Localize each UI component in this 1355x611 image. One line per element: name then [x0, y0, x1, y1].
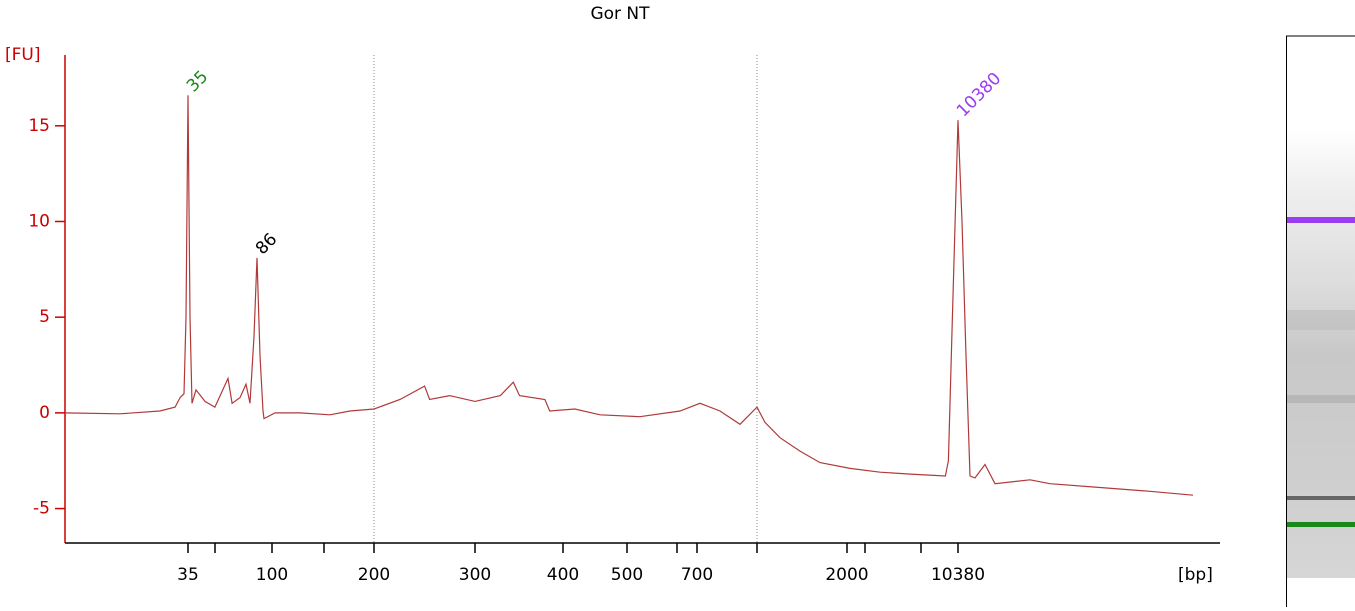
gel-lane [1287, 130, 1355, 578]
x-tick-label: 400 [547, 565, 579, 585]
gel-band [1287, 522, 1355, 527]
peak-label: 10380 [953, 69, 1005, 121]
gel-image [1286, 35, 1355, 607]
gel-band [1287, 217, 1355, 223]
y-tick-label: 15 [28, 116, 50, 136]
x-tick-label: 300 [459, 565, 491, 585]
gel-band [1287, 496, 1355, 500]
chart-title: Gor NT [590, 4, 650, 24]
x-tick-label: 2000 [825, 565, 868, 585]
peak-label: 35 [183, 67, 212, 96]
y-tick-label: -5 [33, 499, 50, 519]
x-tick-label: 10380 [931, 565, 985, 585]
x-tick-label: 500 [611, 565, 643, 585]
x-axis-label: [bp] [1178, 565, 1213, 585]
trace-line [64, 95, 1194, 496]
x-tick-label: 35 [177, 565, 199, 585]
y-tick-label: 0 [39, 403, 50, 423]
y-axis-label: [FU] [5, 45, 41, 65]
peak-label: 86 [252, 229, 281, 258]
y-tick-label: 5 [39, 307, 50, 327]
x-tick-label: 700 [681, 565, 713, 585]
minor-ticks [214, 543, 922, 553]
gel-band [1287, 310, 1355, 330]
x-tick-label: 100 [256, 565, 288, 585]
gel-band [1287, 395, 1355, 403]
x-tick-label: 200 [358, 565, 390, 585]
y-tick-label: 10 [28, 211, 50, 231]
